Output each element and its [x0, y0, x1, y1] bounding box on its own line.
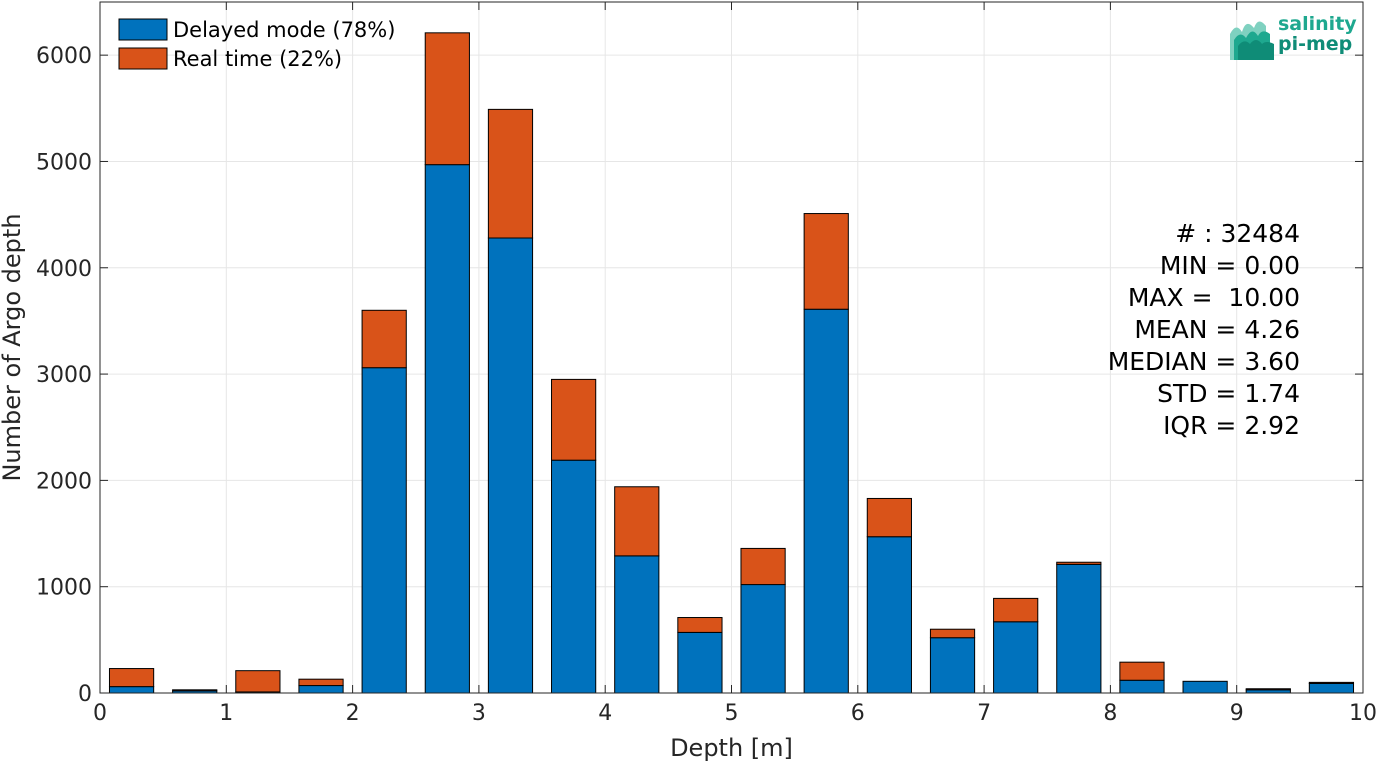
stat-std: STD = 1.74 — [1157, 379, 1300, 408]
bar-real-time — [487, 108, 534, 239]
bar-delayed-mode — [361, 367, 407, 694]
logo-text-line2: pi-mep — [1278, 33, 1353, 55]
legend-swatch — [118, 47, 168, 70]
bar-real-time — [551, 378, 597, 461]
stat-max: MAX = 10.00 — [1127, 283, 1300, 312]
bar-delayed-mode — [993, 621, 1039, 694]
x-tick-label: 3 — [472, 701, 486, 726]
bar-real-time — [614, 486, 660, 557]
bars — [108, 32, 1355, 694]
stat-mean: MEAN = 4.26 — [1134, 315, 1300, 344]
x-tick-label: 4 — [598, 701, 612, 726]
stat-median: MEDIAN = 3.60 — [1107, 347, 1300, 376]
y-tick-label: 4000 — [36, 257, 92, 282]
x-tick-label: 0 — [93, 701, 107, 726]
y-tick-label: 5000 — [36, 150, 92, 175]
bar-real-time — [1056, 561, 1102, 565]
legend-swatch — [118, 18, 168, 41]
y-tick-label: 3000 — [36, 363, 92, 388]
bar-delayed-mode — [929, 637, 976, 694]
x-tick-label: 5 — [725, 701, 739, 726]
bar-real-time — [929, 628, 976, 639]
x-tick-label: 9 — [1230, 701, 1244, 726]
bar-delayed-mode — [1119, 679, 1165, 694]
bar-delayed-mode — [487, 237, 534, 694]
bar-real-time — [993, 597, 1039, 623]
y-axis-label: Number of Argo depth — [0, 213, 26, 481]
x-axis-label: Depth [m] — [670, 734, 793, 762]
bar-real-time — [1245, 688, 1291, 691]
x-tick-label: 1 — [219, 701, 233, 726]
stat-count: # : 32484 — [1175, 219, 1300, 248]
bar-delayed-mode — [740, 584, 786, 694]
bar-real-time — [361, 309, 407, 369]
stat-iqr: IQR = 2.92 — [1163, 411, 1300, 440]
y-tick-label: 6000 — [36, 44, 92, 69]
bar-delayed-mode — [551, 459, 597, 694]
bar-real-time — [108, 668, 155, 688]
x-tick-label: 6 — [851, 701, 865, 726]
x-tick-label: 2 — [346, 701, 360, 726]
bar-real-time — [424, 32, 470, 166]
bar-real-time — [172, 689, 218, 692]
bar-delayed-mode — [424, 164, 470, 694]
x-tick-label: 7 — [977, 701, 991, 726]
stat-min: MIN = 0.00 — [1159, 251, 1300, 280]
bar-delayed-mode — [108, 686, 155, 694]
statistics-annotation: # : 32484 MIN = 0.00 MAX = 10.00 MEAN = … — [1108, 218, 1300, 442]
bar-real-time — [677, 617, 723, 633]
x-tick-label: 10 — [1349, 701, 1377, 726]
bar-real-time — [1308, 681, 1355, 684]
legend: Delayed mode (78%) Real time (22%) — [118, 18, 395, 71]
bar-real-time — [803, 213, 849, 310]
bar-delayed-mode — [803, 308, 849, 694]
axis-ticks: 0 1 2 3 4 5 6 7 8 9 10 0 1000 2000 3000 4000 5000 6000 — [36, 2, 1377, 726]
y-tick-label: 2000 — [36, 469, 92, 494]
bar-delayed-mode — [298, 685, 344, 694]
x-tick-label: 8 — [1103, 701, 1117, 726]
bar-real-time — [298, 678, 344, 687]
bar-real-time — [866, 497, 912, 538]
logo-text-line1: salinity — [1278, 13, 1357, 35]
bar-delayed-mode — [1182, 680, 1228, 694]
legend-label: Real time (22%) — [173, 47, 342, 71]
salinity-pi-mep-logo: salinity pi-mep — [1228, 14, 1358, 64]
bar-delayed-mode — [1056, 563, 1102, 694]
bar-delayed-mode — [677, 631, 723, 694]
legend-label: Delayed mode (78%) — [173, 18, 395, 42]
wave-logo-icon — [1230, 21, 1274, 60]
bar-real-time — [235, 670, 281, 693]
bar-real-time — [740, 547, 786, 586]
bar-real-time — [1119, 661, 1165, 681]
bar-delayed-mode — [1308, 682, 1355, 694]
y-tick-label: 0 — [78, 682, 92, 707]
bar-delayed-mode — [614, 555, 660, 694]
bar-delayed-mode — [866, 536, 912, 694]
y-tick-label: 1000 — [36, 576, 92, 601]
